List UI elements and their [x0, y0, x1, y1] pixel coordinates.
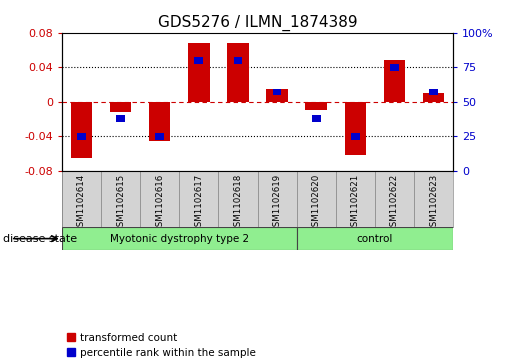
- Bar: [77, 133, 85, 140]
- Bar: [218, 171, 258, 227]
- Text: GSM1102621: GSM1102621: [351, 174, 360, 232]
- Text: GSM1102623: GSM1102623: [429, 174, 438, 232]
- Legend: transformed count, percentile rank within the sample: transformed count, percentile rank withi…: [67, 333, 255, 358]
- Text: Myotonic dystrophy type 2: Myotonic dystrophy type 2: [110, 234, 249, 244]
- Text: GSM1102614: GSM1102614: [77, 174, 86, 232]
- Bar: [140, 171, 179, 227]
- Bar: [227, 43, 249, 102]
- Bar: [297, 171, 336, 227]
- Text: control: control: [357, 234, 393, 244]
- Bar: [430, 89, 438, 95]
- Bar: [273, 89, 281, 95]
- Text: GSM1102622: GSM1102622: [390, 174, 399, 232]
- Text: GSM1102620: GSM1102620: [312, 174, 321, 232]
- Bar: [384, 60, 405, 102]
- Bar: [390, 64, 399, 71]
- Bar: [266, 89, 288, 102]
- Bar: [116, 115, 125, 122]
- Bar: [375, 171, 414, 227]
- Text: disease state: disease state: [3, 234, 77, 244]
- Bar: [101, 171, 140, 227]
- Text: GSM1102615: GSM1102615: [116, 174, 125, 232]
- Bar: [351, 133, 359, 140]
- Bar: [258, 171, 297, 227]
- Text: GSM1102616: GSM1102616: [155, 174, 164, 232]
- Bar: [414, 171, 453, 227]
- Bar: [110, 102, 131, 112]
- Bar: [179, 171, 218, 227]
- Bar: [234, 57, 242, 64]
- Bar: [149, 102, 170, 141]
- Bar: [345, 102, 366, 155]
- Title: GDS5276 / ILMN_1874389: GDS5276 / ILMN_1874389: [158, 15, 357, 31]
- Bar: [71, 102, 92, 158]
- Bar: [188, 43, 210, 102]
- Bar: [62, 171, 101, 227]
- Bar: [195, 57, 203, 64]
- Bar: [62, 227, 297, 250]
- Bar: [297, 227, 453, 250]
- Bar: [305, 102, 327, 110]
- Bar: [423, 93, 444, 102]
- Text: GSM1102619: GSM1102619: [272, 174, 282, 232]
- Bar: [156, 133, 164, 140]
- Bar: [312, 115, 320, 122]
- Text: GSM1102617: GSM1102617: [194, 174, 203, 232]
- Bar: [336, 171, 375, 227]
- Text: GSM1102618: GSM1102618: [233, 174, 243, 232]
